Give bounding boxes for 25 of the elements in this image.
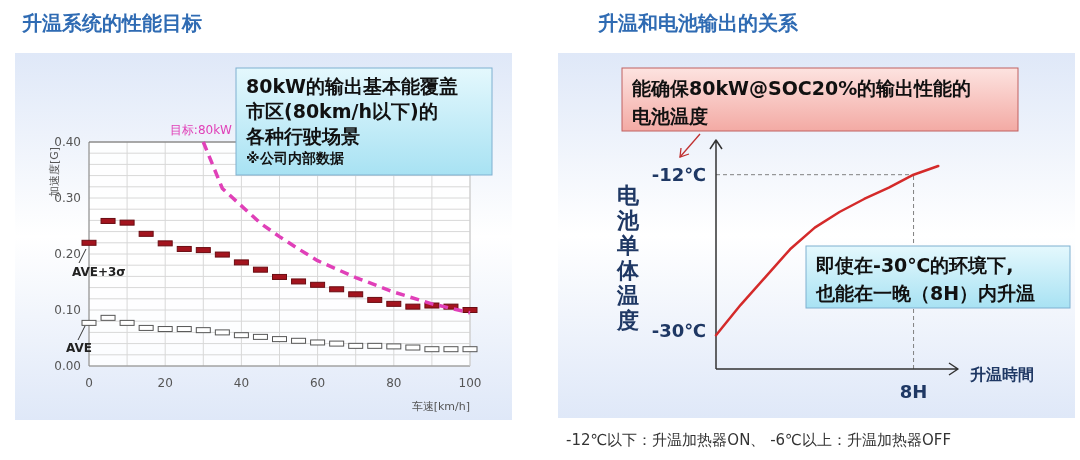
series-label: AVE+3σ <box>72 265 126 279</box>
annotation: 80kW的输出基本能覆盖市区(80km/h以下)的各种行驶场景 <box>245 75 459 147</box>
series-label: AVE <box>66 341 92 355</box>
y-tick-label: 0.10 <box>54 303 81 318</box>
x-tick-label: 80 <box>386 376 402 390</box>
x-tick-label: 20 <box>157 376 173 390</box>
y-tick-label: -12℃ <box>651 164 706 185</box>
series-label: 目标:80kW <box>169 123 233 137</box>
x-tick-label: 40 <box>233 376 250 390</box>
x-tick-label: 100 <box>458 376 482 390</box>
y-tick-label: 0.20 <box>54 247 81 262</box>
chart-title: 升温和电池输出的关系 <box>597 11 799 35</box>
y-tick-label: -30℃ <box>651 320 706 342</box>
chart-title: 升温系统的性能目标 <box>21 11 202 35</box>
text: 能确保80kW@SOC20%的输出性能的电池温度 <box>632 77 972 127</box>
x-tick-label: 0 <box>85 376 93 390</box>
annotation: 即使在-30℃的环境下,也能在一晚（8H）内升温 <box>815 254 1036 304</box>
y-axis-title: 电池单体温度 <box>616 183 640 333</box>
x-tick-label: 8H <box>899 381 928 402</box>
text: -12℃以下：升温加热器ON、 -6℃以上：升温加热器OFF <box>566 431 952 449</box>
x-axis-title: 车速[km/h] <box>411 400 470 413</box>
annotation: ※公司内部数据 <box>246 150 344 166</box>
x-axis-title: 升温時間 <box>969 365 1034 384</box>
x-tick-label: 60 <box>309 376 326 390</box>
y-tick-label: 0.00 <box>54 359 81 374</box>
